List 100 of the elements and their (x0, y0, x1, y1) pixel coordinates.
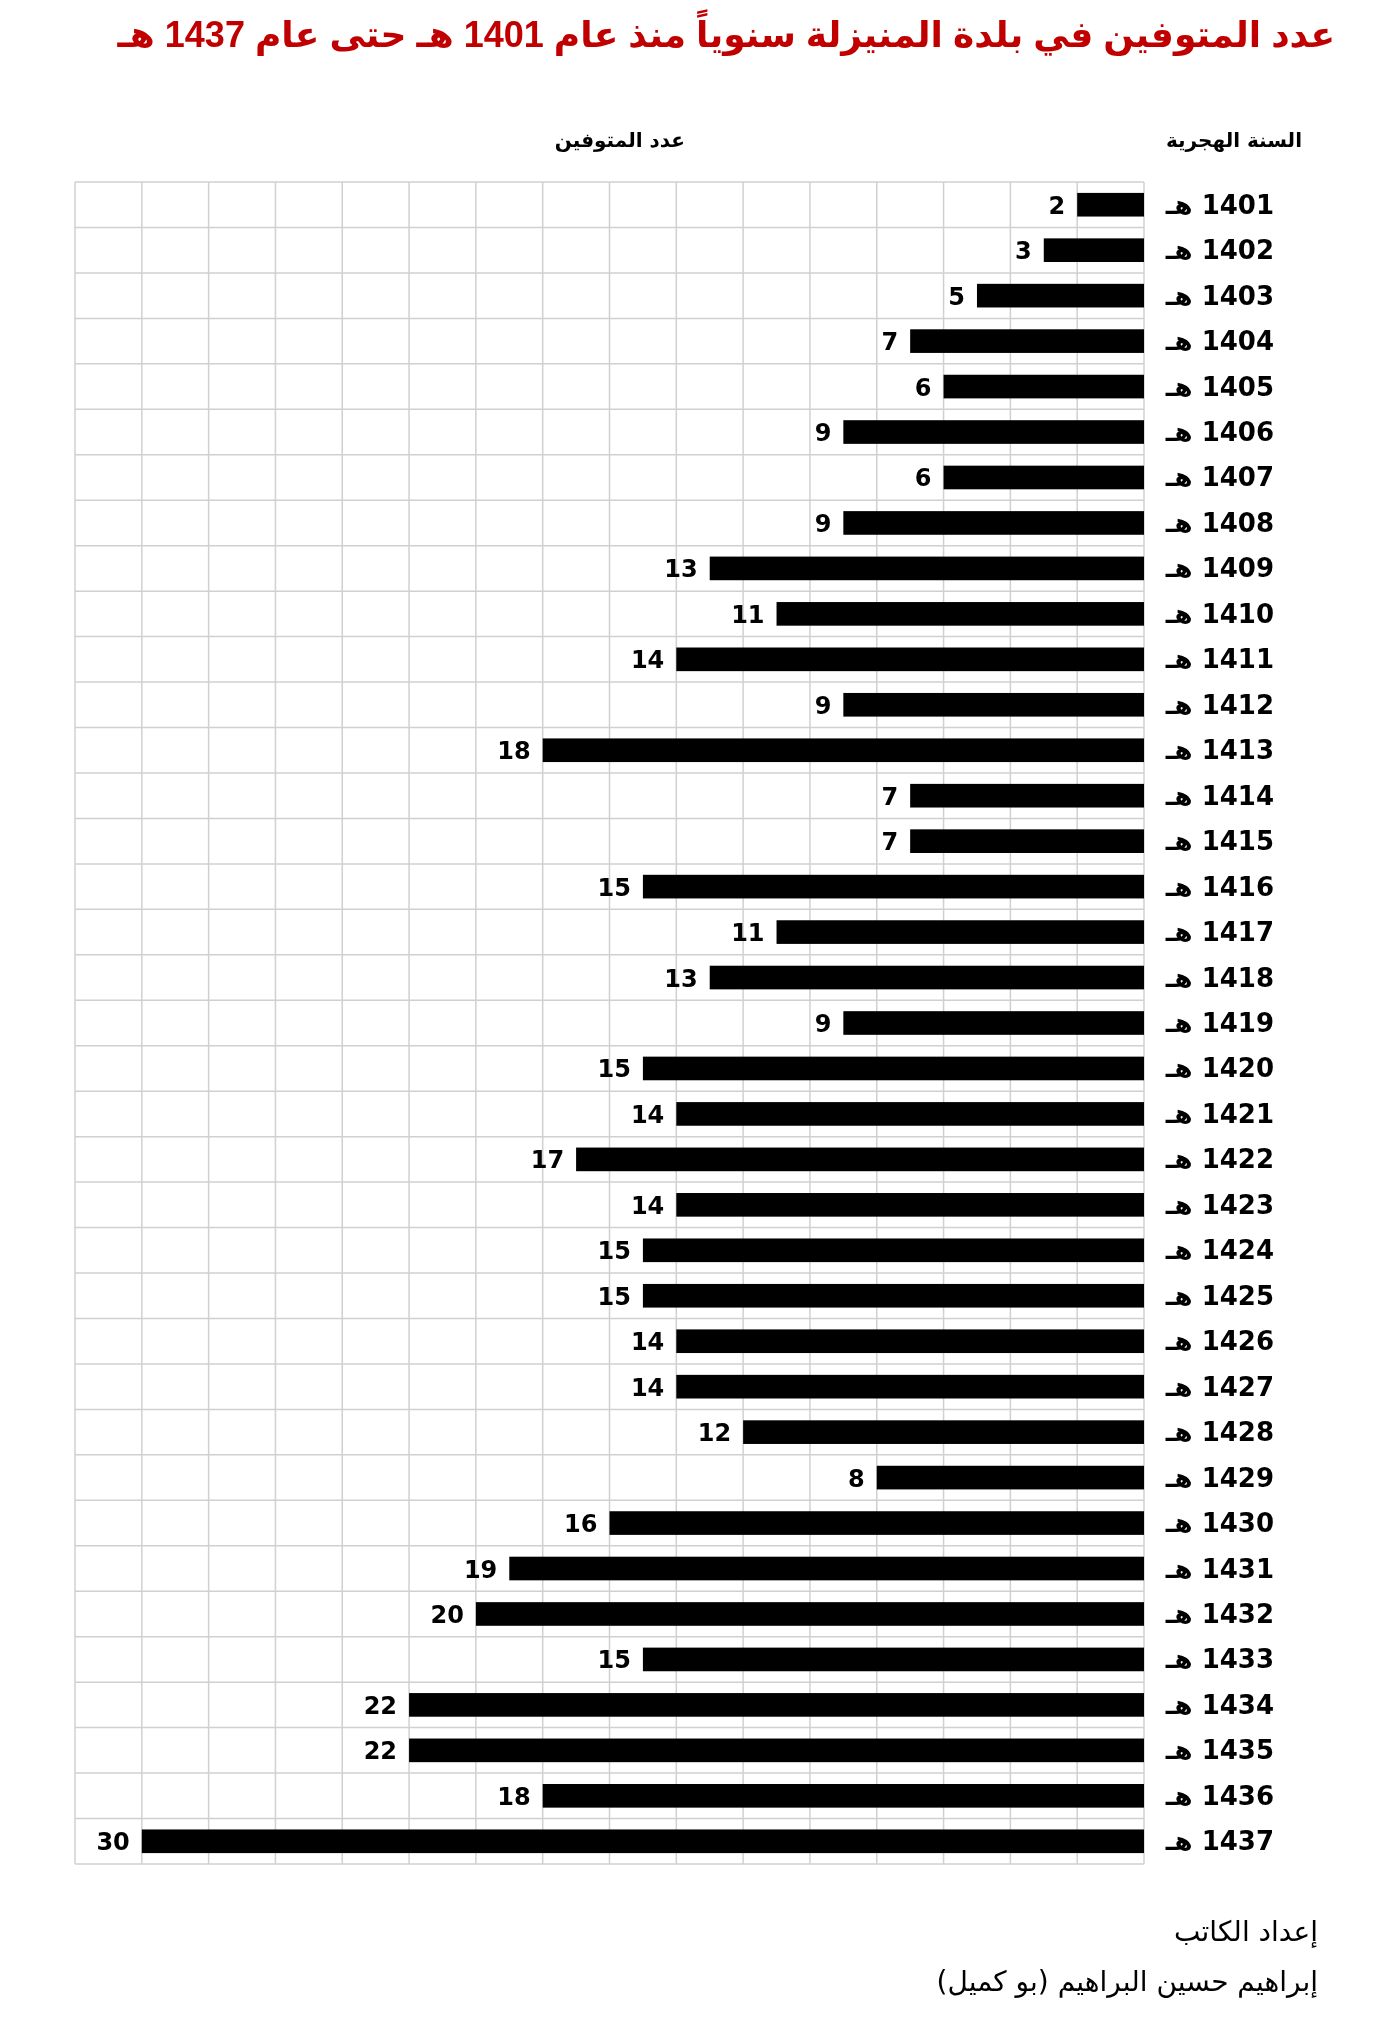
data-label: 15 (597, 1055, 631, 1084)
bar (743, 1420, 1144, 1444)
bar (475, 1602, 1144, 1626)
text: إعداد الكاتب (1174, 1915, 1318, 1948)
data-label: 22 (363, 1737, 398, 1766)
bar (609, 1511, 1144, 1535)
y-tick-label: 1432 هـ (1164, 1598, 1274, 1629)
bar (542, 738, 1144, 763)
bar (843, 1011, 1144, 1035)
data-label: 17 (530, 1146, 565, 1175)
y-tick-label: 1415 هـ (1164, 826, 1274, 857)
data-label: 30 (96, 1828, 130, 1857)
data-label: 15 (597, 1646, 631, 1675)
y-tick-label: 1423 هـ (1164, 1189, 1274, 1220)
y-tick-label: 1428 هـ (1164, 1417, 1274, 1448)
bar (776, 920, 1144, 944)
data-label: 3 (1015, 237, 1032, 266)
data-label: 16 (564, 1510, 598, 1539)
text: إبراهيم حسين البراهيم (بو كميل) (936, 1965, 1318, 1998)
bar (843, 420, 1144, 444)
bar (542, 1783, 1144, 1808)
bar (409, 1738, 1144, 1763)
y-tick-label: 1408 هـ (1164, 507, 1274, 538)
bar (876, 1465, 1144, 1490)
bar (676, 647, 1144, 672)
y-tick-label: 1435 هـ (1164, 1735, 1274, 1766)
data-label: 7 (881, 828, 899, 857)
y-tick-label: 1436 هـ (1164, 1780, 1274, 1811)
data-label: 15 (597, 1282, 631, 1311)
y-tick-label: 1403 هـ (1164, 280, 1274, 311)
bar (709, 965, 1144, 990)
data-label: 8 (848, 1464, 865, 1493)
bar (576, 1147, 1144, 1172)
data-label: 9 (814, 509, 832, 538)
bar (642, 1647, 1144, 1672)
y-tick-label: 1411 هـ (1164, 644, 1274, 675)
data-label: 9 (814, 691, 832, 720)
y-tick-label: 1420 هـ (1164, 1053, 1274, 1084)
bar (910, 329, 1144, 353)
y-tick-label: 1418 هـ (1164, 962, 1274, 993)
y-tick-label: 1427 هـ (1164, 1371, 1274, 1402)
y-tick-label: 1426 هـ (1164, 1326, 1274, 1357)
y-tick-label: 1407 هـ (1164, 462, 1274, 493)
bar (676, 1102, 1144, 1126)
y-tick-label: 1433 هـ (1164, 1644, 1274, 1675)
data-label: 13 (664, 555, 698, 584)
bar (910, 829, 1144, 853)
y-tick-label: 1413 هـ (1164, 735, 1274, 766)
bar (1043, 238, 1144, 263)
bar (509, 1556, 1144, 1581)
data-label: 14 (630, 646, 665, 675)
y-tick-label: 1402 هـ (1164, 235, 1274, 266)
bar (676, 1193, 1144, 1217)
y-tick-label: 1437 هـ (1164, 1826, 1274, 1857)
data-label: 18 (497, 1782, 531, 1811)
data-label: 19 (463, 1555, 498, 1584)
bar (976, 283, 1144, 308)
y-tick-label: 1425 هـ (1164, 1280, 1274, 1311)
y-tick-label: 1434 هـ (1164, 1689, 1274, 1720)
data-label: 14 (630, 1328, 665, 1357)
bar (843, 692, 1144, 717)
data-label: 15 (597, 873, 631, 902)
y-tick-label: 1430 هـ (1164, 1508, 1274, 1539)
bar (910, 783, 1144, 808)
y-tick-label: 1424 هـ (1164, 1235, 1274, 1266)
data-label: 14 (630, 1373, 665, 1402)
y-tick-label: 1419 هـ (1164, 1008, 1274, 1038)
bar (409, 1693, 1144, 1717)
data-label: 22 (363, 1691, 398, 1720)
data-label: 9 (814, 419, 832, 448)
bar (642, 1238, 1144, 1263)
y-tick-label: 1406 هـ (1164, 417, 1274, 448)
y-tick-label: 1401 هـ (1164, 189, 1274, 220)
y-tick-label: 1404 هـ (1164, 326, 1274, 357)
x-axis-title: عدد المتوفين (554, 128, 685, 152)
y-tick-label: 1405 هـ (1164, 371, 1274, 402)
bar (943, 465, 1144, 490)
data-label: 5 (948, 282, 965, 311)
data-label: 2 (1048, 191, 1066, 220)
data-label: 7 (881, 328, 899, 357)
data-label: 7 (881, 782, 899, 811)
y-tick-label: 1410 هـ (1164, 598, 1274, 629)
data-label: 12 (697, 1419, 732, 1448)
bar (642, 1056, 1144, 1081)
y-tick-label: 1429 هـ (1164, 1462, 1274, 1493)
data-label: 11 (731, 919, 765, 948)
y-tick-label: 1409 هـ (1164, 553, 1274, 584)
bar (141, 1829, 1144, 1854)
bar (676, 1329, 1144, 1354)
y-tick-label: 1431 هـ (1164, 1553, 1274, 1584)
y-tick-label: 1412 هـ (1164, 689, 1274, 720)
data-label: 6 (914, 373, 932, 402)
data-label: 13 (664, 964, 698, 993)
data-label: 11 (731, 600, 765, 629)
data-label: 15 (597, 1237, 631, 1266)
y-tick-label: 1417 هـ (1164, 917, 1274, 948)
bar (776, 602, 1144, 626)
bar (642, 1283, 1144, 1308)
bar (642, 874, 1144, 899)
data-label: 9 (814, 1010, 832, 1038)
